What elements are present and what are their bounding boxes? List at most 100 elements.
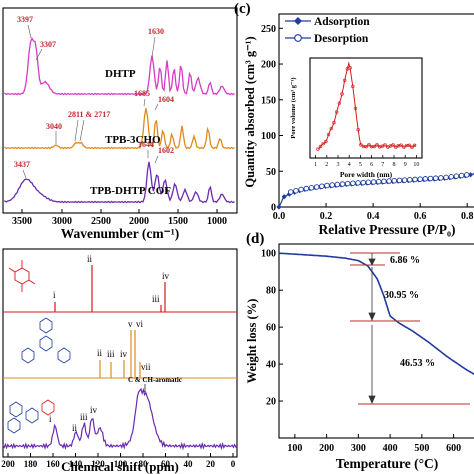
adsorption-point xyxy=(276,204,282,210)
inset-xtick-label: 3 xyxy=(337,162,340,168)
panel-d-xtick-label: 500 xyxy=(414,443,429,454)
cof-label: TPB-DHTP COF xyxy=(90,185,171,197)
mid-label-iv: iv xyxy=(120,349,128,359)
desorption-point xyxy=(391,177,398,184)
inset-series xyxy=(316,61,417,151)
inset-xtick-label: 2 xyxy=(325,162,328,168)
inset-point xyxy=(375,143,379,147)
inset-point xyxy=(380,144,385,148)
panel-b: 200 180 160 140 120 100 80 60 40 20 0 Chemical shi… xyxy=(1,248,238,474)
bottom-label-i: i xyxy=(49,414,52,424)
inset-point xyxy=(410,145,414,149)
inset-point xyxy=(334,110,339,114)
dhtp-trace xyxy=(4,36,235,96)
desorption-point xyxy=(344,180,351,187)
peak-3437: 3437 xyxy=(14,160,30,169)
panel-c-xtick-label: 0.2 xyxy=(320,211,333,222)
inset-point xyxy=(316,147,320,151)
panel-a-tick-label: 1000 xyxy=(207,216,227,227)
inset-point xyxy=(399,143,403,147)
inset-xtick-label: 9 xyxy=(404,162,407,168)
inset-xlabel: Pore width (nm) xyxy=(340,170,393,179)
desorption-point xyxy=(412,176,418,183)
top-sticks xyxy=(54,265,166,312)
panel-c-frame xyxy=(278,13,474,208)
adsorption-marker-icon xyxy=(294,17,302,25)
peak-1644: 1644 xyxy=(138,140,154,149)
structure-tpb-3cho xyxy=(21,317,71,364)
inset-ylabel: Pore volume (cm³ g⁻¹) xyxy=(290,77,297,138)
inset-point xyxy=(348,66,352,70)
panel-d-ytick-label: 100 xyxy=(261,249,276,260)
inset-xtick-label: 7 xyxy=(381,162,384,168)
desorption-point xyxy=(355,180,361,186)
panel-d-xtick-label: 600 xyxy=(446,443,461,454)
mid-sticks xyxy=(99,330,141,378)
inset-point xyxy=(367,143,371,147)
desorption-point xyxy=(381,178,387,185)
panel-b-tick-label: 0 xyxy=(231,459,236,469)
step-3-label: 46.53 % xyxy=(400,358,435,369)
panel-d-xlabel: Temperature (°C) xyxy=(336,456,439,471)
desorption-point xyxy=(360,179,366,186)
panel-a-xticks: 3500 3000 2500 2000 1500 1000 xyxy=(12,209,227,227)
desorption-point xyxy=(339,181,346,187)
desorption-point xyxy=(417,176,423,182)
panel-b-tick-label: 20 xyxy=(206,459,216,469)
panel-c-xtick-label: 0.8 xyxy=(461,211,474,222)
desorption-point xyxy=(432,175,439,181)
peak-3040: 3040 xyxy=(46,122,62,131)
panel-c-ytick-label: 50 xyxy=(266,167,276,178)
tpb-3cho-trace xyxy=(4,108,235,150)
desorption-point xyxy=(293,187,299,194)
desorption-point xyxy=(334,181,341,188)
desorption-point xyxy=(427,175,434,182)
inset-point xyxy=(326,132,331,137)
inset-point xyxy=(340,92,344,96)
panel-b-tick-label: 120 xyxy=(91,459,105,469)
inset-point xyxy=(329,126,333,131)
inset-point xyxy=(356,127,360,132)
inset-xtick-label: 4 xyxy=(348,162,351,168)
inset-xtick-label: 5 xyxy=(359,162,362,168)
peak-1602: 1602 xyxy=(158,146,174,155)
panel-d-ytick-label: 60 xyxy=(266,323,276,334)
inset-line xyxy=(317,61,417,150)
panel-c-legend: Adsorption Desorption xyxy=(285,16,370,45)
bottom-label-ii: ii xyxy=(72,423,78,433)
panel-c-ytick-label: 250 xyxy=(261,24,276,35)
desorption-point xyxy=(443,174,449,181)
structure-dhtp xyxy=(8,260,36,292)
panel-b-tick-label: 60 xyxy=(161,459,171,469)
desorption-point xyxy=(376,178,382,185)
inset-point xyxy=(324,139,328,144)
panel-d-ytick-label: 20 xyxy=(266,397,276,408)
desorption-point xyxy=(407,177,413,183)
panel-a-tick-label: 3500 xyxy=(12,216,32,227)
panel-c-ytick-label: 200 xyxy=(261,60,276,71)
desorption-point xyxy=(319,183,325,189)
step-2-label: 30.95 % xyxy=(384,290,419,301)
inset-frame xyxy=(309,57,423,159)
panel-d-xtick-label: 100 xyxy=(287,443,302,454)
desorption-point xyxy=(370,179,377,185)
desorption-point xyxy=(350,180,356,186)
panel-a: 3500 3000 2500 2000 1500 1000 Wavenumber (cm⁻… xyxy=(2,7,238,241)
panel-d-frame xyxy=(278,243,474,439)
panel-c-series xyxy=(276,172,474,210)
peak-3307: 3307 xyxy=(40,40,56,49)
inset-point xyxy=(383,143,387,147)
panel-d-letter: (d) xyxy=(246,231,264,247)
panel-d-ylabel: Weight loss (%) xyxy=(245,299,259,384)
mid-label-vi: vi xyxy=(136,319,144,329)
peak-1685: 1685 xyxy=(134,89,150,98)
panel-d-series xyxy=(278,252,474,376)
panel-c-ytick-label: 100 xyxy=(261,131,276,142)
step-arrows xyxy=(368,253,376,405)
panel-b-tick-label: 200 xyxy=(1,459,15,469)
top-label-i: i xyxy=(53,290,56,300)
inset-point xyxy=(412,143,417,148)
aromatic-annotation: C & CH-aromatic xyxy=(128,376,182,384)
panel-d-xtick-label: 300 xyxy=(351,443,366,454)
